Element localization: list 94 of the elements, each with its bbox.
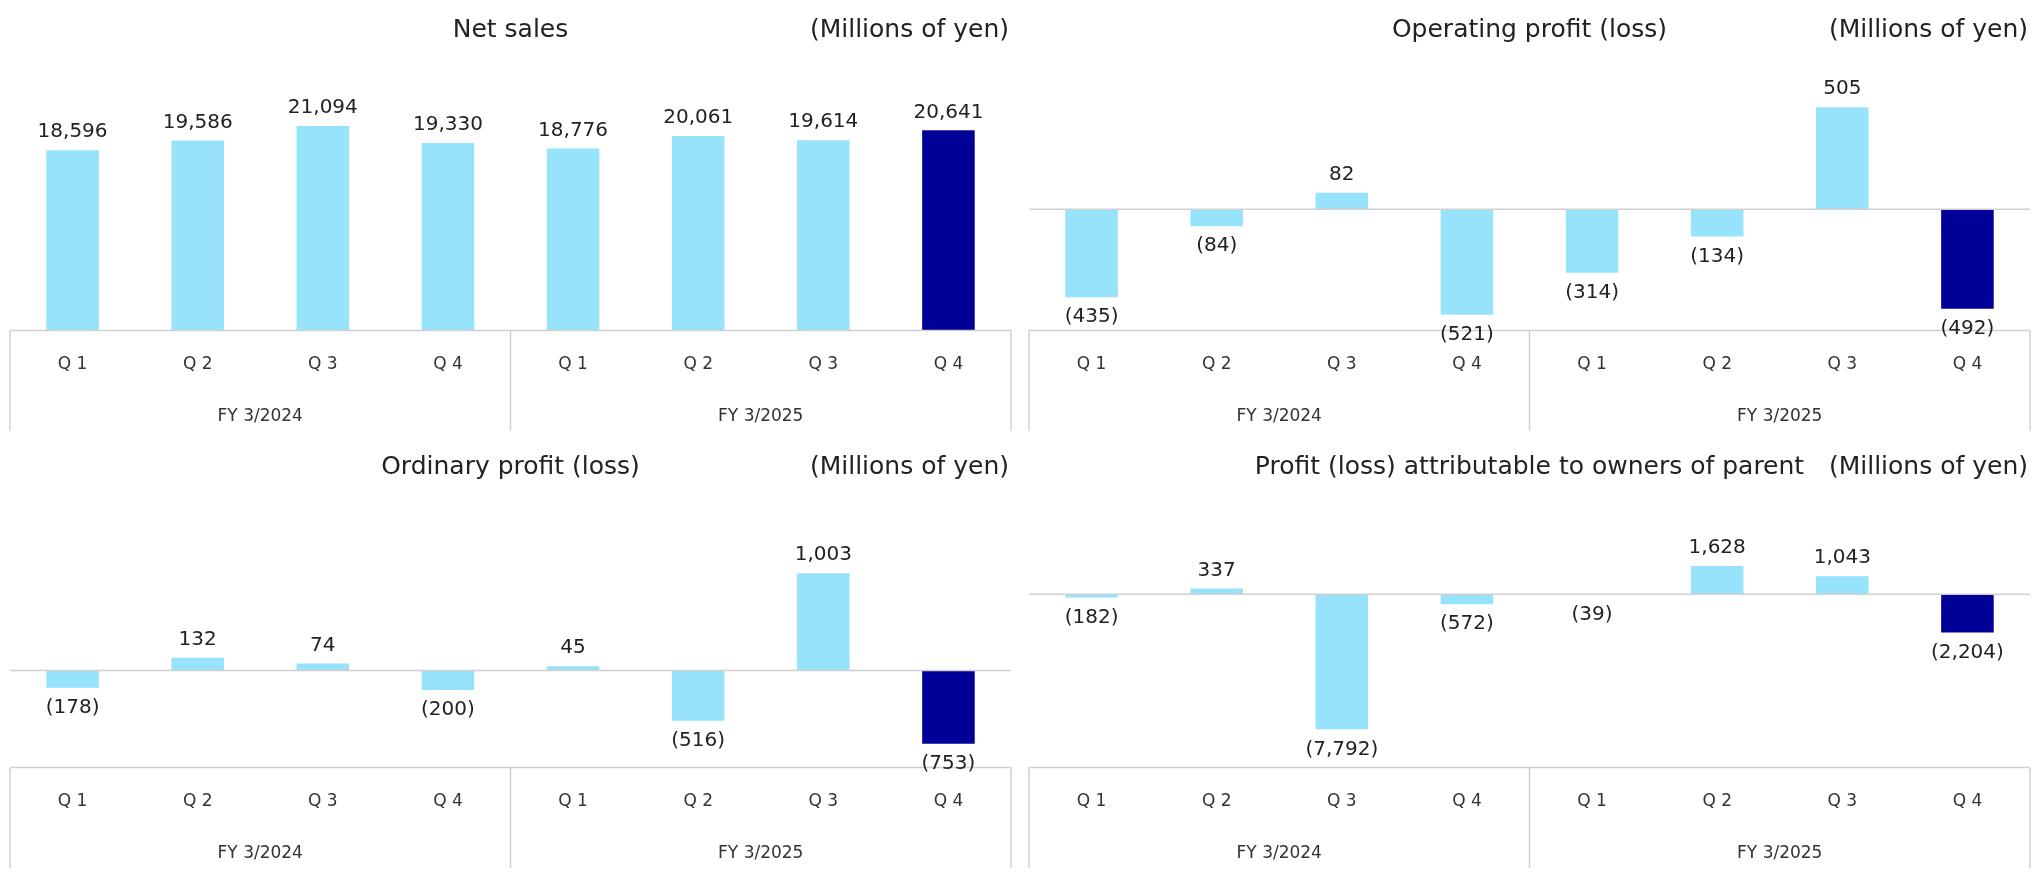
x-tick-label: Q 4 [933, 353, 964, 374]
text: (Millions of yen) [809, 451, 1009, 480]
x-tick-label: Q 1 [1577, 353, 1607, 374]
data-label: 1,003 [794, 541, 852, 566]
data-label: (516) [671, 726, 726, 751]
x-tick-label: Q 2 [683, 353, 713, 374]
x-tick-label: Q 3 [1327, 790, 1357, 811]
x-tick-label: Q 3 [1827, 353, 1858, 374]
x-tick-label: Q 2 [683, 790, 713, 811]
data-label: (182) [1064, 603, 1119, 628]
data-label: (753) [921, 749, 976, 774]
data-label: (7,792) [1305, 735, 1379, 760]
x-tick-label: Q 1 [558, 790, 588, 811]
data-label: 337 [1197, 556, 1236, 581]
data-label: 21,094 [287, 94, 358, 119]
data-label: (572) [1440, 610, 1494, 635]
data-label: 18,776 [538, 116, 609, 141]
data-label: 1,043 [1813, 544, 1871, 569]
bar [1816, 576, 1869, 595]
x-tick-label: Q 3 [1827, 790, 1858, 811]
text: FY 3/2025 [1737, 842, 1823, 862]
text: (Millions of yen) [809, 14, 1009, 43]
x-tick-label: Q 4 [1452, 353, 1482, 374]
bar [1315, 594, 1369, 730]
data-label: (521) [1440, 320, 1494, 345]
x-tick-label: Q 4 [1952, 353, 1983, 374]
data-label: 20,061 [663, 104, 734, 129]
data-label: 1,628 [1688, 534, 1746, 559]
bar [671, 670, 725, 721]
data-label: 19,330 [412, 111, 483, 136]
x-tick-label: Q 4 [933, 790, 964, 811]
data-label: (178) [45, 694, 100, 719]
x-tick-label: Q 3 [1327, 353, 1357, 374]
x-tick-label: Q 3 [808, 790, 839, 811]
data-label: (314) [1565, 278, 1619, 303]
data-label: 19,614 [788, 108, 859, 133]
data-label: (435) [1064, 303, 1119, 328]
bar [296, 663, 350, 671]
x-tick-label: Q 2 [1702, 790, 1732, 811]
x-tick-label: Q 2 [1201, 790, 1232, 811]
x-tick-label: Q 1 [558, 353, 588, 374]
text: FY 3/2024 [1236, 405, 1322, 425]
data-label: 74 [310, 631, 336, 656]
text: (Millions of yen) [1828, 14, 2028, 43]
bar [546, 666, 600, 671]
data-label: 45 [560, 634, 586, 659]
data-label: (200) [421, 696, 475, 721]
bar [171, 657, 224, 671]
data-label: 20,641 [913, 98, 984, 123]
bar [1690, 566, 1744, 595]
data-label: 82 [1329, 160, 1355, 185]
data-label: (134) [1690, 242, 1745, 267]
data-label: 18,596 [37, 118, 108, 143]
x-tick-label: Q 3 [308, 790, 338, 811]
text: FY 3/2025 [718, 842, 804, 862]
x-tick-label: Q 1 [1076, 353, 1107, 374]
text: FY 3/2025 [718, 405, 804, 425]
x-tick-label: Q 1 [1076, 790, 1107, 811]
x-tick-label: Q 2 [182, 353, 213, 374]
text: (Millions of yen) [1828, 451, 2028, 480]
bar [922, 670, 975, 744]
x-tick-label: Q 3 [808, 353, 839, 374]
chart-title: Profit (loss) attributable to owners of parent [1254, 451, 1805, 480]
text: FY 3/2025 [1737, 405, 1823, 425]
data-label: 132 [178, 625, 217, 650]
x-tick-label: Q 3 [308, 353, 338, 374]
x-tick-label: Q 4 [433, 353, 463, 374]
bar [46, 670, 99, 688]
bar [797, 573, 850, 671]
data-label: (39) [1571, 601, 1613, 626]
x-tick-label: Q 1 [57, 353, 88, 374]
bar [1941, 594, 1994, 633]
data-label: 19,586 [162, 108, 233, 133]
bar [1440, 594, 1494, 605]
bar [1190, 588, 1243, 595]
x-tick-label: Q 2 [182, 790, 213, 811]
text: FY 3/2024 [217, 405, 303, 425]
x-tick-label: Q 4 [433, 790, 463, 811]
x-tick-label: Q 2 [1201, 353, 1232, 374]
x-tick-label: Q 1 [1577, 790, 1607, 811]
text: FY 3/2024 [217, 842, 303, 862]
data-label: (84) [1196, 232, 1238, 257]
chart-title: Net sales [452, 14, 569, 43]
x-tick-label: Q 4 [1452, 790, 1482, 811]
x-tick-label: Q 4 [1952, 790, 1983, 811]
data-label: (492) [1940, 314, 1995, 339]
chart-title: Operating profit (loss) [1391, 14, 1668, 43]
chart-title: Ordinary profit (loss) [381, 451, 640, 480]
text: FY 3/2024 [1236, 842, 1322, 862]
x-tick-label: Q 1 [57, 790, 88, 811]
bar [421, 670, 475, 690]
x-tick-label: Q 2 [1702, 353, 1732, 374]
data-label: (2,204) [1931, 638, 2004, 663]
data-label: 505 [1823, 75, 1862, 100]
